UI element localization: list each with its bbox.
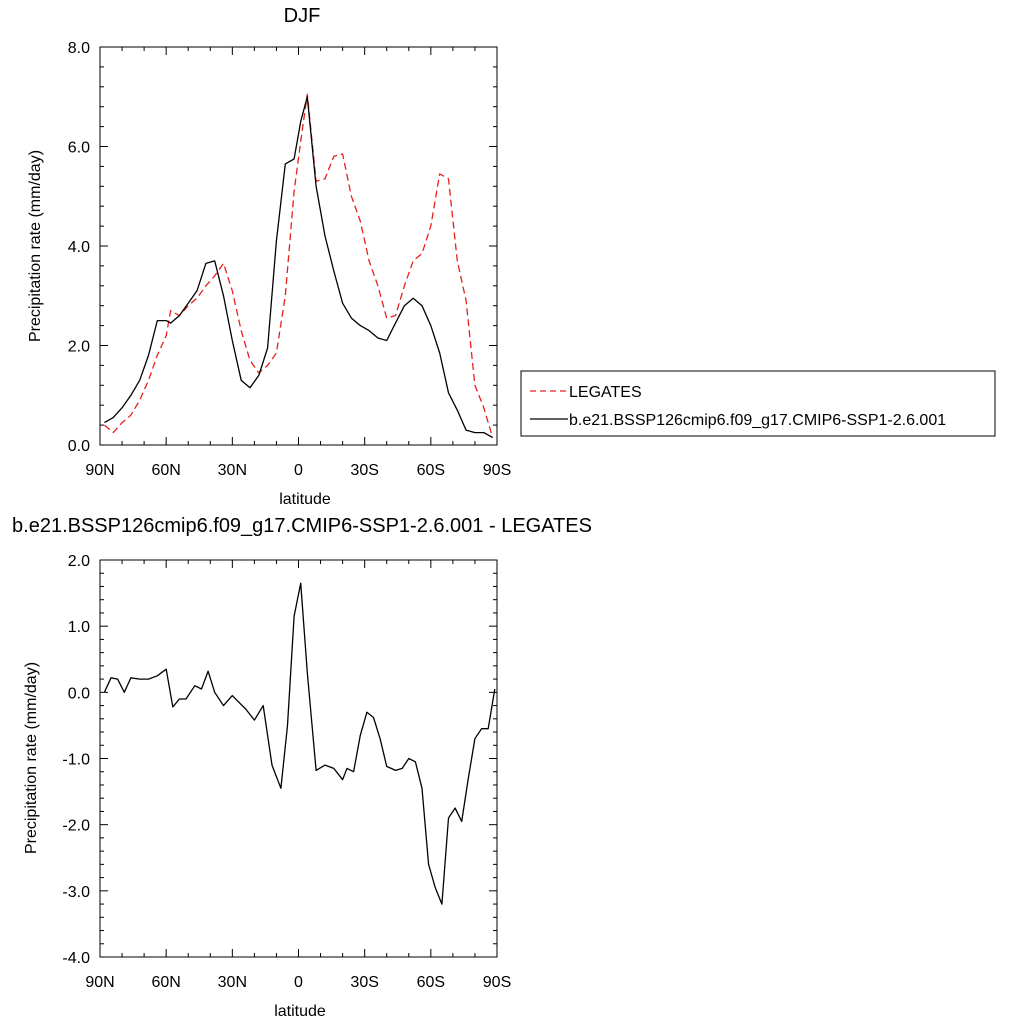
bottom-x-tick-label: 30N [218,974,247,991]
bottom-x-axis-label: latitude [274,1003,326,1020]
bottom-series-group [103,582,496,905]
bottom-y-tick-label: 2.0 [68,553,90,570]
bottom-x-tick-label: 90S [483,974,511,991]
legend: LEGATES b.e21.BSSP126cmip6.f09_g17.CMIP6… [520,370,996,437]
bottom-x-tick-label: 0 [294,974,303,991]
bottom-y-tick-label: -2.0 [62,818,90,835]
top-x-tick-label: 60N [151,462,180,479]
top-y-tick-label: 8.0 [68,40,90,57]
top-chart: DJF 90N 60N 30N 0 30S 60S 90S 0.0 2.0 4.0 6.0 8.0 l… [27,5,511,508]
top-x-tick-label: 0 [294,462,303,479]
bottom-y-tick-label: 1.0 [68,619,90,636]
bottom-y-tick-label: -1.0 [62,752,90,769]
legend-label-legates: LEGATES [569,384,642,401]
bottom-plot-frame [99,559,498,958]
bottom-tick-labels: 90N 60N 30N 0 30S 60S 90S -4.0 -3.0 -2.0 -1.0 0.0 1.… [62,553,511,991]
top-x-tick-label: 30N [218,462,247,479]
top-series-line-1 [104,96,493,439]
top-series-line-0 [103,93,494,438]
top-chart-title: DJF [284,5,321,27]
top-y-axis-label: Precipitation rate (mm/day) [27,150,44,342]
top-x-tick-label: 30S [350,462,378,479]
top-y-tick-label: 4.0 [68,239,90,256]
top-series-group [103,93,494,439]
bottom-y-tick-label: -3.0 [62,884,90,901]
legend-label-model: b.e21.BSSP126cmip6.f09_g17.CMIP6-SSP1-2.… [569,412,946,429]
top-x-tick-label: 90N [85,462,114,479]
bottom-tick-marks [99,559,498,958]
top-y-tick-label: 6.0 [68,140,90,157]
legend-box [520,370,996,437]
bottom-x-tick-label: 90N [85,974,114,991]
top-x-axis-label: latitude [279,491,331,508]
bottom-x-tick-label: 60S [417,974,445,991]
top-x-tick-label: 60S [417,462,445,479]
top-tick-marks [99,46,498,446]
top-x-tick-label: 90S [483,462,511,479]
top-tick-labels: 90N 60N 30N 0 30S 60S 90S 0.0 2.0 4.0 6.0 8.0 [68,40,511,479]
bottom-y-axis-label: Precipitation rate (mm/day) [23,662,40,854]
top-y-tick-label: 0.0 [68,438,90,455]
bottom-y-tick-label: -4.0 [62,950,90,967]
bottom-y-tick-label: 0.0 [68,685,90,702]
top-y-tick-label: 2.0 [68,339,90,356]
bottom-series-line-0 [103,582,496,905]
bottom-chart: b.e21.BSSP126cmip6.f09_g17.CMIP6-SSP1-2.… [12,515,592,1020]
top-plot-frame [99,46,498,446]
bottom-x-tick-label: 30S [350,974,378,991]
bottom-chart-title: b.e21.BSSP126cmip6.f09_g17.CMIP6-SSP1-2.… [12,515,592,537]
bottom-x-tick-label: 60N [151,974,180,991]
